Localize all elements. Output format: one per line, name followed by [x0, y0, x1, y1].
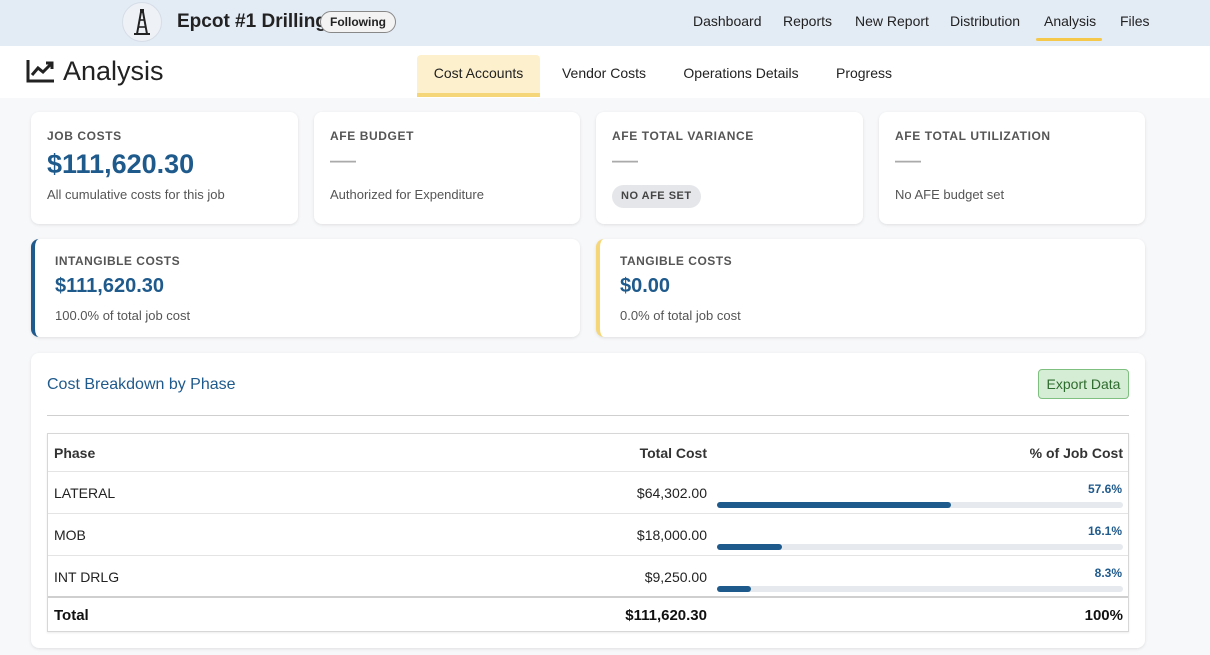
card-subtext: No AFE budget set — [895, 187, 1005, 202]
rig-logo-icon[interactable] — [122, 2, 162, 42]
top-bar: Epcot #1 Drilling Following Dashboard Re… — [0, 0, 1210, 46]
nav-files[interactable]: Files — [1120, 13, 1150, 29]
table-total-row: Total $111,620.30 100% — [48, 598, 1128, 631]
nav-distribution[interactable]: Distribution — [950, 13, 1021, 29]
following-badge[interactable]: Following — [320, 11, 396, 33]
afe-utilization-card: AFE TOTAL UTILIZATION — No AFE budget se… — [879, 112, 1145, 224]
col-phase: Phase — [54, 445, 96, 461]
table-row: MOB $18,000.00 16.1% — [48, 514, 1128, 556]
afe-variance-card: AFE TOTAL VARIANCE — NO AFE SET — [596, 112, 863, 224]
phase-cost: $64,302.00 — [636, 485, 707, 501]
card-label: TANGIBLE COSTS — [620, 254, 733, 268]
tab-cost-accounts[interactable]: Cost Accounts — [417, 55, 540, 97]
phase-cost: $18,000.00 — [636, 527, 707, 543]
phase-name: INT DRLG — [54, 569, 120, 585]
export-data-button[interactable]: Export Data — [1038, 369, 1129, 399]
table-header-row: Phase Total Cost % of Job Cost — [48, 434, 1128, 472]
tab-progress[interactable]: Progress — [835, 65, 893, 81]
job-title: Epcot #1 Drilling — [177, 11, 327, 32]
afe-utilization-value: — — [895, 144, 921, 174]
trending-up-icon — [26, 58, 56, 89]
table-row: INT DRLG $9,250.00 8.3% — [48, 556, 1128, 598]
card-label: AFE BUDGET — [330, 129, 414, 143]
sub-header: Analysis Cost Accounts Vendor Costs Oper… — [0, 46, 1210, 98]
card-subtext: Authorized for Expenditure — [330, 187, 484, 202]
breakdown-title: Cost Breakdown by Phase — [47, 376, 236, 393]
tangible-costs-value: $0.00 — [620, 275, 671, 297]
nav-analysis[interactable]: Analysis — [1044, 13, 1097, 29]
col-pct-job-cost: % of Job Cost — [1029, 445, 1123, 461]
table-row: LATERAL $64,302.00 57.6% — [48, 472, 1128, 514]
nav-reports[interactable]: Reports — [783, 13, 833, 29]
job-costs-card: JOB COSTS $111,620.30 All cumulative cos… — [31, 112, 298, 224]
tab-operations-details[interactable]: Operations Details — [683, 65, 799, 81]
tangible-costs-card: TANGIBLE COSTS $0.00 0.0% of total job c… — [596, 239, 1145, 337]
no-afe-badge: NO AFE SET — [612, 185, 701, 208]
pct-bar-track — [717, 502, 1123, 508]
phase-name: LATERAL — [54, 485, 116, 501]
nav-dashboard[interactable]: Dashboard — [693, 13, 762, 29]
pct-bar-fill — [717, 544, 783, 550]
phase-cost: $9,250.00 — [644, 569, 707, 585]
card-label: AFE TOTAL UTILIZATION — [895, 129, 1051, 143]
cost-breakdown-card: Cost Breakdown by Phase Export Data Phas… — [31, 353, 1145, 648]
pct-bar-track — [717, 586, 1123, 592]
card-subtext: 100.0% of total job cost — [55, 308, 191, 323]
card-label: INTANGIBLE COSTS — [55, 254, 181, 268]
page-title: Analysis — [63, 56, 164, 86]
phase-pct: 16.1% — [1087, 524, 1122, 538]
phase-pct: 57.6% — [1087, 482, 1122, 496]
phase-table: Phase Total Cost % of Job Cost LATERAL $… — [47, 433, 1129, 632]
phase-name: MOB — [54, 527, 86, 543]
pct-bar-fill — [717, 502, 951, 508]
tab-vendor-costs[interactable]: Vendor Costs — [561, 65, 647, 81]
nav-new-report[interactable]: New Report — [855, 13, 929, 29]
afe-budget-value: — — [330, 144, 356, 174]
card-subtext: 0.0% of total job cost — [620, 308, 741, 323]
col-total-cost: Total Cost — [639, 445, 707, 461]
intangible-costs-card: INTANGIBLE COSTS $111,620.30 100.0% of t… — [31, 239, 580, 337]
phase-pct: 8.3% — [1094, 566, 1122, 580]
total-cost: $111,620.30 — [625, 607, 707, 624]
pct-bar-fill — [717, 586, 751, 592]
nav-active-indicator — [1036, 38, 1102, 41]
total-label: Total — [54, 607, 89, 624]
card-label: JOB COSTS — [47, 129, 122, 143]
divider — [47, 415, 1129, 416]
job-costs-value: $111,620.30 — [47, 149, 195, 179]
card-subtext: All cumulative costs for this job — [47, 187, 225, 202]
afe-budget-card: AFE BUDGET — Authorized for Expenditure — [314, 112, 580, 224]
card-label: AFE TOTAL VARIANCE — [612, 129, 754, 143]
pct-bar-track — [717, 544, 1123, 550]
total-pct: 100% — [1084, 607, 1123, 624]
intangible-costs-value: $111,620.30 — [55, 275, 165, 297]
afe-variance-value: — — [612, 144, 638, 174]
